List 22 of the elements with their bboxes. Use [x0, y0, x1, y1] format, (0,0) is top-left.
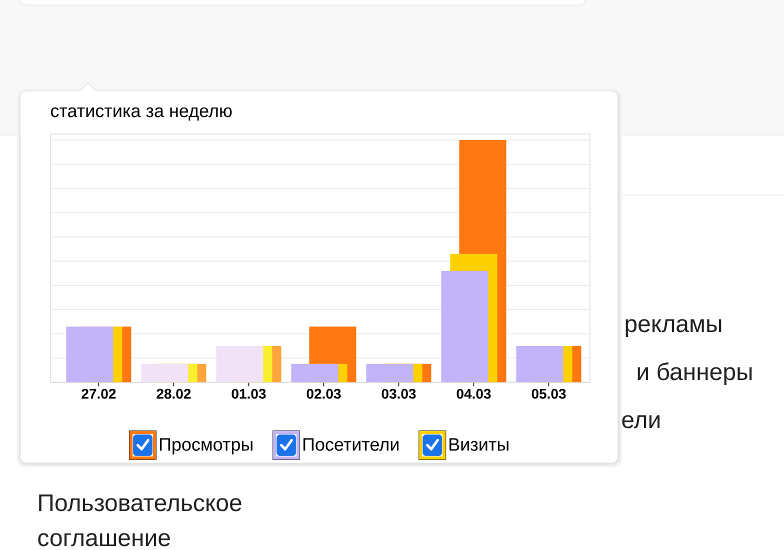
bar	[441, 270, 488, 382]
x-tick-label: 04.03	[456, 388, 491, 399]
legend-label: Посетители	[303, 438, 398, 451]
legend-label: Просмотры	[160, 438, 252, 454]
chart-title: статистика за неделю	[50, 107, 232, 121]
x-tick-label: 01.03	[232, 388, 266, 399]
bar	[291, 364, 338, 382]
text: ели	[622, 415, 660, 428]
x-tick-label: 02.03	[306, 388, 341, 399]
text: рекламы	[626, 319, 722, 337]
bar	[366, 364, 414, 382]
legend-label: Визиты	[450, 438, 508, 451]
bar	[66, 326, 114, 382]
x-tick-label: 27.02	[82, 388, 116, 399]
x-tick-label: 03.03	[382, 388, 416, 399]
text: и баннеры	[638, 362, 752, 385]
text: Пользовательское соглашение	[38, 494, 242, 546]
bar	[141, 364, 188, 382]
x-tick-label: 28.02	[156, 388, 191, 399]
bar	[516, 346, 564, 382]
x-tick-label: 05.03	[532, 388, 566, 399]
bar	[216, 346, 264, 382]
